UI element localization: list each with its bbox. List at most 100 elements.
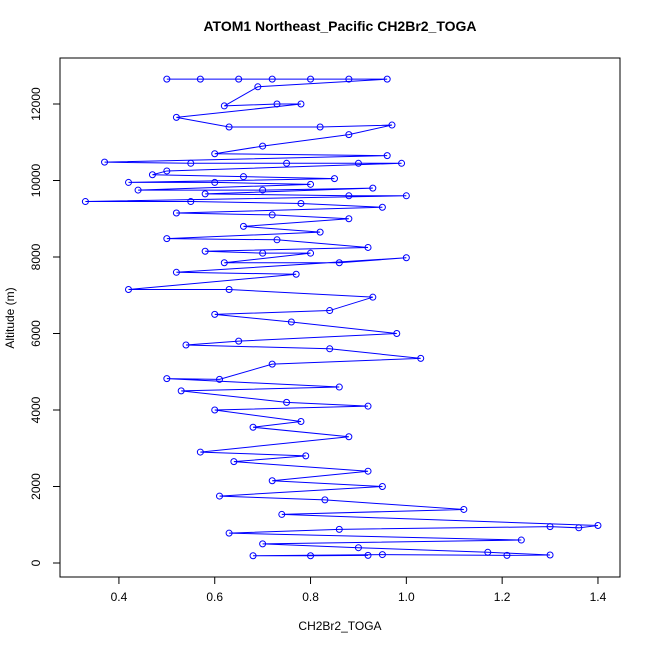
data-point (517, 536, 525, 544)
data-point (201, 247, 209, 255)
x-tick-label: 1.2 (494, 590, 511, 604)
data-point (249, 423, 257, 431)
data-line (85, 78, 599, 557)
data-point (148, 171, 156, 179)
data-point (235, 75, 243, 83)
y-axis-label: Altitude (m) (3, 287, 17, 348)
data-point (307, 249, 315, 257)
data-point (211, 406, 219, 414)
data-point (307, 552, 315, 560)
data-point (321, 496, 329, 504)
data-point (216, 492, 224, 500)
data-point (225, 123, 233, 131)
data-point (201, 190, 209, 198)
data-point (187, 198, 195, 206)
data-point (268, 75, 276, 83)
data-point (163, 75, 171, 83)
data-point (172, 268, 180, 276)
data-point (484, 548, 492, 556)
data-point (364, 243, 372, 251)
data-point (335, 525, 343, 533)
data-point (378, 483, 386, 491)
data-point (292, 270, 300, 278)
data-point (287, 318, 295, 326)
data-point (307, 75, 315, 83)
y-tick-label: 4000 (29, 396, 43, 423)
x-axis-label: CH2Br2_TOGA (298, 619, 381, 633)
data-point (163, 167, 171, 175)
data-point (345, 75, 353, 83)
data-point (239, 173, 247, 181)
data-point (398, 159, 406, 167)
data-point (345, 215, 353, 223)
data-point (364, 551, 372, 559)
data-point (163, 375, 171, 383)
data-point (364, 402, 372, 410)
data-point (594, 522, 602, 530)
data-point (268, 360, 276, 368)
data-point (172, 113, 180, 121)
data-point (316, 228, 324, 236)
data-point (345, 131, 353, 139)
data-point (369, 293, 377, 301)
data-point (297, 100, 305, 108)
y-tick-label: 2000 (29, 473, 43, 500)
data-point (225, 286, 233, 294)
data-point (187, 159, 195, 167)
data-point (196, 448, 204, 456)
data-point (316, 123, 324, 131)
data-point (225, 529, 233, 537)
data-point (268, 477, 276, 485)
data-point (259, 249, 267, 257)
data-point (378, 203, 386, 211)
data-point (297, 199, 305, 207)
data-point (268, 211, 276, 219)
x-tick-label: 1.0 (398, 590, 415, 604)
data-point (259, 186, 267, 194)
data-point (220, 259, 228, 267)
x-tick-label: 0.4 (111, 590, 128, 604)
data-point (211, 150, 219, 158)
data-point (383, 75, 391, 83)
data-point (172, 209, 180, 217)
data-point (259, 142, 267, 150)
data-point (393, 330, 401, 338)
data-point (163, 235, 171, 243)
data-point (101, 158, 109, 166)
data-point (134, 186, 142, 194)
data-point (345, 433, 353, 441)
data-point (273, 100, 281, 108)
data-point (546, 523, 554, 531)
data-point (402, 254, 410, 262)
data-point (283, 398, 291, 406)
x-tick-label: 0.8 (302, 590, 319, 604)
data-point (182, 341, 190, 349)
data-point (364, 467, 372, 475)
data-point (177, 387, 185, 395)
data-point (125, 178, 133, 186)
data-point (575, 524, 583, 532)
chart-title: ATOM1 Northeast_Pacific CH2Br2_TOGA (203, 18, 476, 34)
x-tick-label: 1.4 (590, 590, 607, 604)
plot-frame (59, 57, 621, 578)
y-tick-label: 12000 (29, 87, 43, 121)
data-point (503, 551, 511, 559)
data-point (273, 236, 281, 244)
y-tick-label: 8000 (29, 243, 43, 270)
data-point (211, 310, 219, 318)
data-point (354, 159, 362, 167)
data-point (230, 458, 238, 466)
data-point (402, 192, 410, 200)
data-point (378, 551, 386, 559)
data-point (460, 505, 468, 513)
data-point (254, 83, 262, 91)
data-point (297, 417, 305, 425)
x-tick-label: 0.6 (206, 590, 223, 604)
data-point (330, 175, 338, 183)
data-point (211, 178, 219, 186)
data-point (220, 102, 228, 110)
data-point (345, 192, 353, 200)
data-point (81, 198, 89, 206)
